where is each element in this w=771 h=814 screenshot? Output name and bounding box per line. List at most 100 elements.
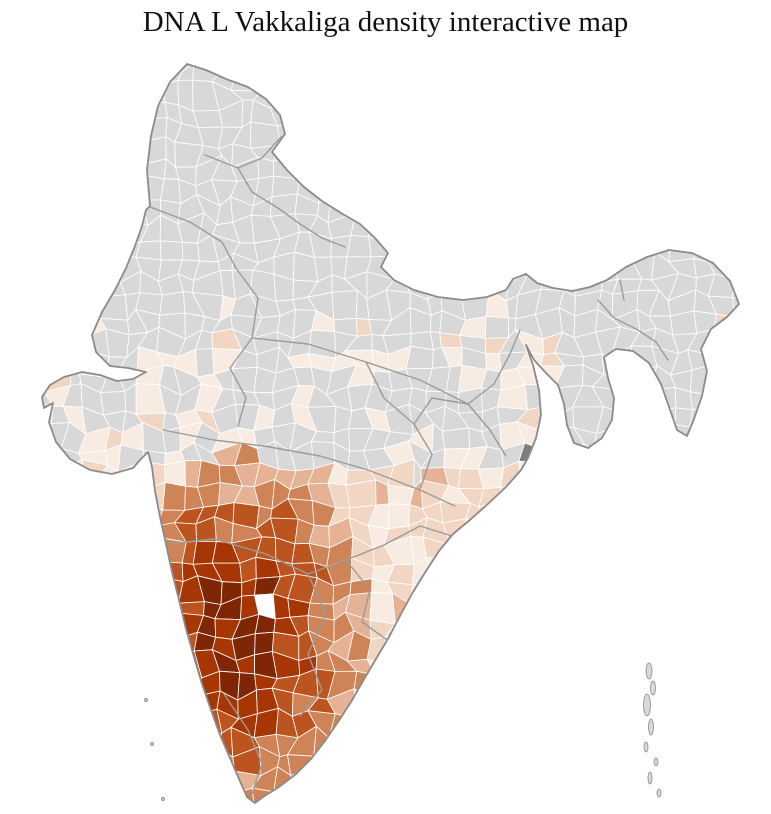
district-cell[interactable] [746,405,769,429]
district-cell[interactable] [382,201,408,218]
district-cell[interactable] [146,806,157,814]
district-cell[interactable] [33,544,47,558]
district-cell[interactable] [517,691,538,711]
district-cell[interactable] [580,651,604,682]
district-cell[interactable] [42,326,65,352]
district-cell[interactable] [480,615,504,640]
district-cell[interactable] [483,105,508,127]
district-cell[interactable] [27,440,51,473]
district-cell[interactable] [670,769,690,790]
district-cell[interactable] [691,650,715,676]
district-cell[interactable] [730,656,753,674]
district-cell[interactable] [60,694,85,720]
district-cell[interactable] [612,465,642,488]
district-cell[interactable] [670,310,698,336]
district-cell[interactable] [725,250,756,280]
district-cell[interactable] [367,764,390,795]
district-cell[interactable] [670,498,694,529]
district-cell[interactable] [100,537,125,565]
district-cell[interactable] [697,555,719,577]
district-cell[interactable] [538,733,563,757]
district-cell[interactable] [614,563,640,580]
district-cell[interactable] [79,504,107,525]
district-cell[interactable] [61,49,92,70]
district-cell[interactable] [443,688,469,720]
district-cell[interactable] [537,66,567,92]
district-cell[interactable] [367,706,396,736]
district-cell[interactable] [25,63,53,89]
district-cell[interactable] [42,347,72,374]
district-cell[interactable] [485,353,502,373]
district-cell[interactable] [540,614,564,638]
district-cell[interactable] [297,104,316,127]
district-cell[interactable] [355,713,372,736]
district-cell[interactable] [611,425,643,452]
district-cell[interactable] [659,471,675,483]
district-cell[interactable] [269,88,298,110]
district-cell[interactable] [48,725,67,758]
district-cell[interactable] [334,785,353,804]
district-cell[interactable] [616,688,634,719]
district-cell[interactable] [34,689,43,718]
district-cell[interactable] [727,387,755,411]
district-cell[interactable] [686,160,714,186]
district-cell[interactable] [499,161,524,184]
island[interactable] [650,680,656,696]
district-cell[interactable] [42,203,72,225]
district-cell[interactable] [534,558,566,581]
district-cell[interactable] [501,673,519,699]
district-cell[interactable] [669,594,699,624]
district-cell[interactable] [101,122,128,148]
district-cell[interactable] [173,789,199,806]
district-cell[interactable] [82,594,110,616]
district-cell[interactable] [312,804,335,814]
district-cell[interactable] [540,213,564,240]
district-cell[interactable] [382,675,412,701]
district-cell[interactable] [79,479,107,508]
district-cell[interactable] [290,790,317,808]
district-cell[interactable] [331,182,348,196]
district-cell[interactable] [78,693,106,717]
district-cell[interactable] [687,745,718,775]
district-cell[interactable] [29,272,51,292]
district-cell[interactable] [326,46,357,72]
district-cell[interactable] [544,450,563,467]
district-cell[interactable] [79,105,103,128]
district-cell[interactable] [523,733,545,757]
district-cell[interactable] [535,593,564,625]
district-cell[interactable] [43,257,73,281]
district-cell[interactable] [694,213,715,239]
district-cell[interactable] [45,44,64,70]
district-cell[interactable] [481,783,505,812]
district-cell[interactable] [553,725,578,753]
district-cell[interactable] [634,564,655,579]
district-cell[interactable] [649,497,672,529]
district-cell[interactable] [444,212,469,243]
district-cell[interactable] [601,79,613,111]
island[interactable] [645,662,653,680]
district-cell[interactable] [708,668,738,696]
district-cell[interactable] [173,802,199,814]
district-cell[interactable] [83,157,102,188]
district-cell[interactable] [556,691,577,717]
district-cell[interactable] [430,218,449,242]
district-cell[interactable] [25,748,50,777]
district-cell[interactable] [428,612,445,642]
district-cell[interactable] [410,583,431,605]
district-cell[interactable] [709,68,733,92]
district-cell[interactable] [99,174,121,196]
district-cell[interactable] [506,86,529,108]
district-cell[interactable] [592,516,622,539]
district-cell[interactable] [62,105,82,119]
district-cell[interactable] [330,160,357,186]
district-cell[interactable] [271,806,298,814]
district-cell[interactable] [724,124,756,149]
district-cell[interactable] [22,706,52,734]
district-cell[interactable] [99,693,122,720]
district-cell[interactable] [42,660,72,676]
district-cell[interactable] [524,384,545,410]
district-cell[interactable] [652,769,673,788]
district-cell[interactable] [693,310,717,334]
district-cell[interactable] [574,174,605,197]
district-cell[interactable] [639,105,657,128]
